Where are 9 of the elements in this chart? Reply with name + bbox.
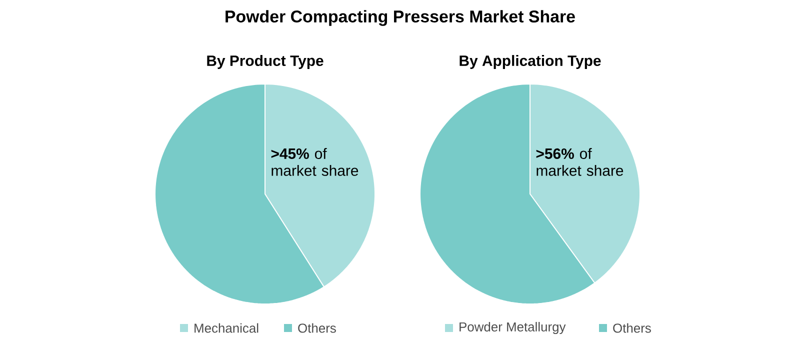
chart-subtitle: By Application Type: [460, 55, 601, 69]
legend-label: Mechanical: [194, 323, 258, 333]
chart-title: Powder Compacting Pressers Market Share: [226, 10, 575, 26]
legend-label: Others: [613, 323, 651, 333]
legend-label: Others: [298, 323, 336, 333]
text: >56% of market share: [536, 148, 624, 176]
chart-subtitle: By Product Type: [207, 55, 324, 69]
legend-label: Powder Metallurgy: [460, 322, 566, 334]
text: >45% of market share: [271, 148, 358, 176]
